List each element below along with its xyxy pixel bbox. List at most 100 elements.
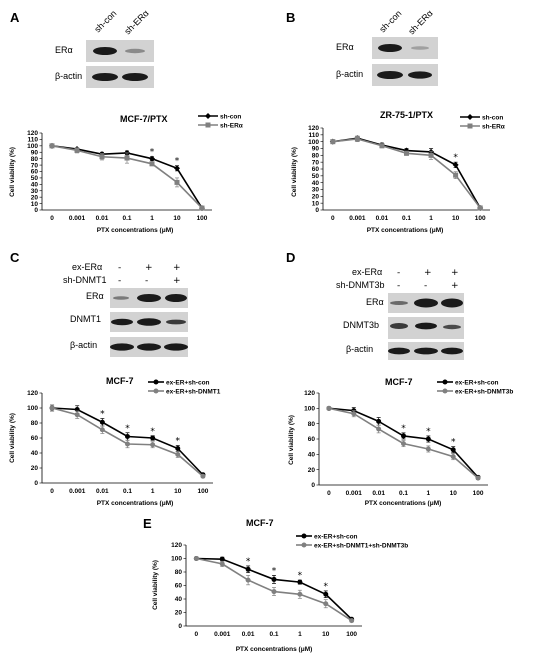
significance-star: * bbox=[125, 424, 130, 434]
x-tick-label: 10 bbox=[173, 215, 181, 222]
y-tick-label: 40 bbox=[175, 596, 183, 603]
blot-band bbox=[137, 318, 161, 326]
data-point bbox=[271, 589, 277, 595]
panel-letter-b: B bbox=[286, 10, 295, 25]
data-point bbox=[477, 205, 483, 211]
y-tick-label: 120 bbox=[27, 130, 38, 137]
x-tick-label: 10 bbox=[450, 490, 458, 497]
x-axis-label: PTX concentrations (μM) bbox=[367, 227, 444, 234]
y-axis-label: Cell viability (%) bbox=[9, 147, 16, 197]
data-point bbox=[245, 577, 251, 583]
chart-title: ZR-75-1/PTX bbox=[380, 110, 433, 120]
x-axis-label: PTX concentrations (μM) bbox=[97, 500, 174, 507]
blot-label-dnmt1: DNMT1 bbox=[70, 314, 101, 324]
data-point bbox=[297, 579, 303, 585]
data-point bbox=[205, 122, 211, 128]
blot-band bbox=[408, 71, 432, 79]
y-tick-label: 100 bbox=[304, 406, 315, 413]
y-tick-label: 30 bbox=[31, 188, 39, 195]
y-tick-label: 80 bbox=[308, 421, 316, 428]
data-point bbox=[297, 591, 303, 597]
blot-band bbox=[390, 301, 408, 305]
panel-b: B sh-con sh-ERα ERα β-actin bbox=[286, 8, 438, 86]
y-tick-label: 60 bbox=[175, 583, 183, 590]
data-point bbox=[219, 556, 225, 562]
significance-star: * bbox=[426, 427, 431, 437]
y-axis-label: Cell viability (%) bbox=[152, 560, 159, 610]
significance-star: * bbox=[272, 566, 277, 576]
data-point bbox=[245, 566, 251, 572]
lane-label-sh-con: sh-con bbox=[377, 8, 403, 34]
legend-label: ex-ER+sh-con bbox=[455, 379, 499, 386]
y-tick-label: 110 bbox=[309, 132, 320, 139]
data-point bbox=[404, 150, 409, 156]
blot-band bbox=[414, 298, 438, 308]
y-tick-label: 120 bbox=[171, 542, 182, 549]
blot-band bbox=[441, 347, 463, 355]
x-tick-label: 0.1 bbox=[399, 490, 408, 497]
y-tick-label: 90 bbox=[312, 146, 320, 153]
panel-letter-a: A bbox=[10, 10, 20, 25]
blot-label-actin: β-actin bbox=[55, 71, 82, 81]
blot-band bbox=[110, 343, 134, 351]
y-tick-label: 20 bbox=[312, 194, 320, 201]
y-tick-label: 20 bbox=[175, 610, 183, 617]
significance-star: * bbox=[453, 153, 458, 163]
condition-sign: - bbox=[397, 268, 400, 278]
data-point bbox=[205, 113, 211, 119]
blot-band bbox=[377, 71, 403, 79]
condition-sign: - bbox=[118, 263, 121, 273]
blot-label-actin: β-actin bbox=[70, 340, 97, 350]
data-point bbox=[150, 435, 156, 441]
y-tick-label: 80 bbox=[312, 153, 320, 160]
chart-e: 0 20 40 60 80 100 120 0 0.001 0.01 0.1 1 10 100 PTX co… bbox=[152, 518, 408, 653]
y-tick-label: 70 bbox=[312, 159, 320, 166]
data-point bbox=[49, 405, 55, 411]
panel-c: C ex-ERα - + + sh-DNMT1 - - + ERα DNMT1 … bbox=[10, 250, 188, 357]
blot-band bbox=[125, 48, 145, 54]
blot-band bbox=[415, 322, 437, 330]
data-point bbox=[349, 618, 355, 624]
y-tick-label: 30 bbox=[312, 187, 320, 194]
significance-star: * bbox=[324, 582, 329, 592]
data-point bbox=[301, 542, 307, 548]
blot-band bbox=[122, 73, 148, 81]
y-tick-label: 60 bbox=[31, 169, 39, 176]
blot-label-dnmt3b: DNMT3b bbox=[343, 320, 379, 330]
data-point bbox=[379, 143, 385, 149]
y-tick-label: 80 bbox=[175, 569, 183, 576]
y-tick-label: 0 bbox=[34, 207, 38, 214]
data-point bbox=[376, 426, 382, 432]
y-tick-label: 120 bbox=[304, 390, 315, 397]
y-tick-label: 110 bbox=[28, 137, 39, 144]
y-axis-label: Cell viability (%) bbox=[291, 147, 298, 197]
significance-star: * bbox=[150, 427, 155, 437]
data-point bbox=[453, 172, 459, 178]
data-point bbox=[125, 434, 130, 439]
x-tick-label: 0 bbox=[50, 215, 54, 222]
y-tick-label: 0 bbox=[315, 207, 319, 214]
x-tick-label: 0.01 bbox=[242, 631, 255, 638]
data-point bbox=[174, 179, 180, 185]
data-point bbox=[323, 591, 329, 597]
y-tick-label: 100 bbox=[171, 556, 182, 563]
y-tick-label: 0 bbox=[178, 623, 182, 630]
blot-band bbox=[414, 347, 438, 355]
blot-label-era: ERα bbox=[55, 45, 73, 55]
panel-a: A sh-con sh-ERα ERα β-actin bbox=[10, 8, 154, 88]
data-point bbox=[124, 155, 130, 161]
y-tick-label: 10 bbox=[31, 201, 39, 208]
data-point bbox=[174, 165, 180, 172]
data-point bbox=[74, 412, 80, 418]
y-tick-label: 60 bbox=[308, 436, 316, 443]
panel-letter-c: C bbox=[10, 250, 20, 265]
significance-star: * bbox=[176, 437, 181, 447]
data-point bbox=[301, 533, 307, 539]
condition-sign: + bbox=[145, 263, 153, 273]
lane-label-sh-era: sh-ERα bbox=[406, 8, 434, 36]
data-point bbox=[153, 379, 159, 385]
legend-label: ex-ER+sh-DNMT3b bbox=[455, 388, 513, 395]
blot-label-era: ERα bbox=[366, 297, 384, 307]
chart-title: MCF-7/PTX bbox=[120, 114, 168, 124]
